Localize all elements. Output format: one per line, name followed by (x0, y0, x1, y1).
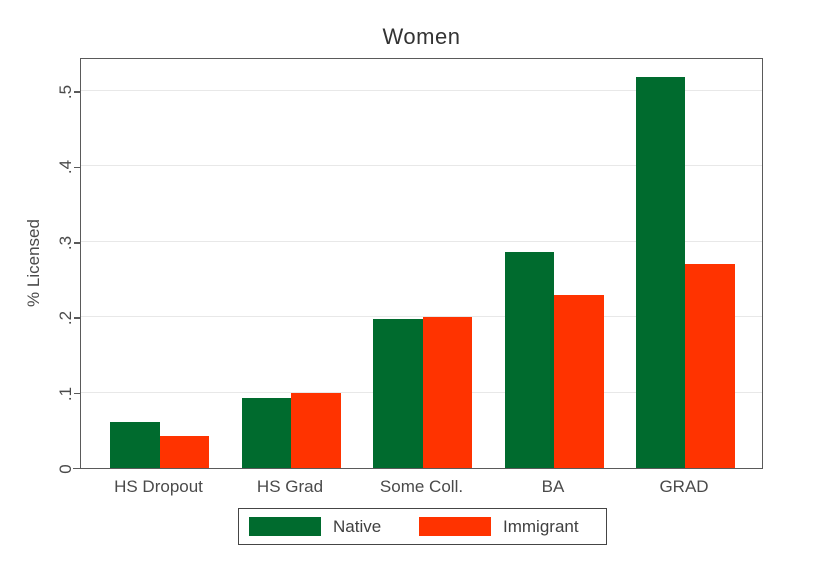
y-tick-label: .3 (56, 235, 75, 250)
x-axis-extension (73, 467, 81, 469)
gridline-.3 (81, 240, 762, 242)
bar-native-ba (504, 251, 554, 468)
gridline-.4 (81, 165, 762, 167)
gridline-.2 (81, 316, 762, 318)
bar-native-hs-grad (241, 397, 291, 468)
x-tick-label: GRAD (659, 477, 709, 496)
y-tick-mark (74, 317, 80, 319)
gridline-.5 (81, 90, 762, 91)
bar-immigrant-hs-grad (291, 393, 341, 468)
legend-label-native: Native (333, 516, 382, 536)
y-tick-mark (74, 392, 80, 395)
x-tick-label: HS Dropout (114, 477, 203, 496)
y-tick-mark (74, 242, 80, 244)
x-tick-label: Some Coll. (379, 477, 464, 496)
y-tick-mark (74, 91, 80, 93)
legend-swatch-immigrant (419, 517, 491, 536)
legend-label-immigrant: Immigrant (503, 516, 579, 536)
bar-native-grad (635, 76, 685, 468)
bar-immigrant-grad (685, 263, 735, 468)
y-tick-label: .4 (56, 160, 75, 175)
y-tick-label: .2 (56, 311, 75, 326)
plot-area (80, 58, 763, 469)
bar-immigrant-hs-dropout (159, 435, 209, 468)
legend-swatch-native (249, 517, 321, 536)
bar-immigrant-some-coll (422, 317, 472, 468)
y-tick-label: 0 (56, 464, 75, 474)
legend: Native Immigrant (238, 508, 607, 545)
y-tick-label: .5 (56, 84, 75, 100)
bar-native-some-coll (373, 319, 423, 468)
bar-immigrant-ba (554, 295, 604, 468)
y-tick-label: .1 (56, 386, 75, 401)
x-tick-label: BA (541, 477, 565, 496)
chart-title: Women (382, 24, 461, 49)
bar-native-hs-dropout (110, 422, 160, 468)
y-tick-mark (74, 166, 80, 169)
x-tick-label: HS Grad (256, 477, 324, 496)
y-axis-title: % Licensed (24, 219, 43, 307)
